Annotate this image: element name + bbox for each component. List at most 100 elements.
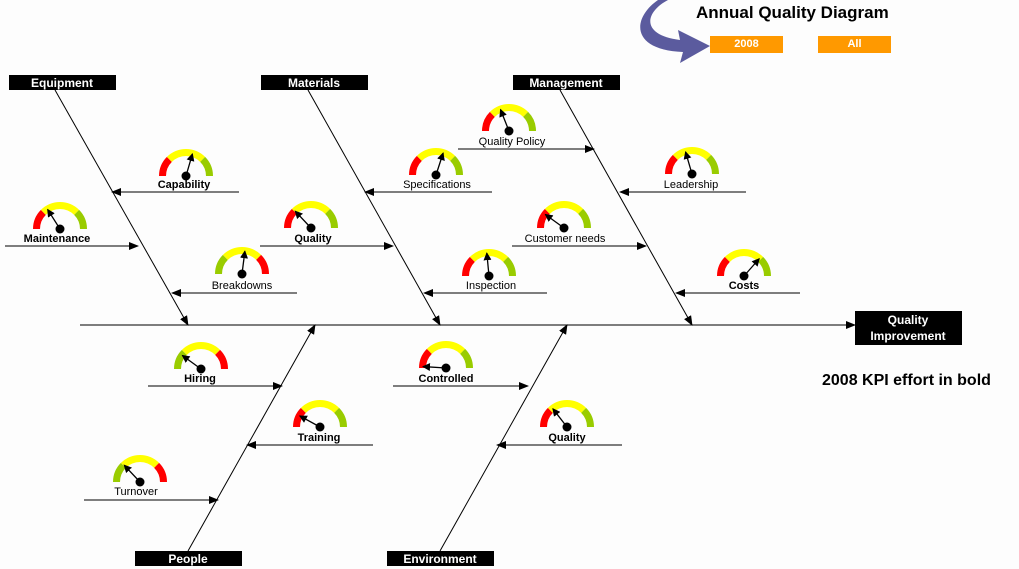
gauge-pivot <box>237 269 247 279</box>
gauge-pivot <box>315 422 325 432</box>
gauge-segment <box>706 154 719 174</box>
effect-label: Quality <box>888 313 929 327</box>
gauge-segment <box>537 208 550 228</box>
kpi-gauge: Quality <box>540 400 594 444</box>
gauge-pivot <box>739 271 749 281</box>
filter-2008-button[interactable]: 2008 <box>710 36 783 53</box>
kpi-gauge: Customer needs <box>525 201 606 245</box>
gauge-segment <box>482 111 495 131</box>
category-header-people: People <box>135 551 242 566</box>
gauge-segment <box>544 201 584 214</box>
category-header-bg <box>513 75 620 90</box>
gauge-segment <box>222 247 262 260</box>
cause-label: Leadership <box>664 179 718 191</box>
gauge-segment <box>325 208 338 228</box>
kpi-gauge: Training <box>293 399 347 444</box>
gauge-segment <box>540 407 553 427</box>
gauge-segment <box>334 407 347 427</box>
category-header-bg <box>261 75 368 90</box>
gauge-pivot <box>181 171 191 181</box>
gauge-segment <box>717 256 730 276</box>
gauge-segment <box>159 156 172 176</box>
effect-box-bg <box>855 311 962 345</box>
kpi-gauge: Inspection <box>462 248 516 292</box>
category-header-materials: Materials <box>261 75 368 90</box>
gauge-segment <box>469 248 509 262</box>
category-bone <box>439 324 568 552</box>
cause-label: Quality Policy <box>479 136 546 148</box>
kpi-gauge: Specifications <box>403 148 471 191</box>
gauge-pivot <box>306 223 316 233</box>
gauge-segment <box>181 342 221 355</box>
cause-label: Training <box>298 432 341 444</box>
kpi-gauge: Quality <box>284 200 338 245</box>
gauge-segment <box>215 349 228 369</box>
gauge-segment <box>503 256 516 276</box>
effect-label: Improvement <box>870 329 945 343</box>
gauge-segment <box>40 202 80 215</box>
cause-label: Controlled <box>419 373 474 385</box>
category-header-bg <box>135 551 242 566</box>
gauge-segment <box>462 256 475 276</box>
category-bone <box>187 324 316 552</box>
gauge-segment <box>291 200 331 214</box>
effect-box: Quality Improvement <box>855 311 962 345</box>
gauge-segment <box>284 208 297 228</box>
category-header-equipment: Equipment <box>9 75 116 90</box>
cause-label: Quality <box>548 432 586 444</box>
category-header-bg <box>387 551 494 566</box>
cause-label: Hiring <box>184 373 216 385</box>
category-header-label: Environment <box>403 552 476 566</box>
gauge-segment <box>523 111 536 131</box>
gauge-segment <box>120 455 160 468</box>
category-header-label: Equipment <box>31 76 93 90</box>
kpi-note: 2008 KPI effort in bold <box>822 372 991 389</box>
gauge-segment <box>166 148 206 162</box>
gauge-segment <box>300 399 340 413</box>
category-header-label: Management <box>529 76 602 90</box>
gauge-segment <box>215 254 228 274</box>
gauge-segment <box>460 348 473 368</box>
cause-label: Turnover <box>114 486 158 498</box>
gauge-pivot <box>135 477 145 487</box>
gauge-segment <box>409 155 422 175</box>
gauge-segment <box>724 249 764 262</box>
cause-label: Maintenance <box>24 233 91 245</box>
gauge-segment <box>174 349 187 369</box>
cause-label: Specifications <box>403 179 471 191</box>
category-header-bg <box>9 75 116 90</box>
gauge-segment <box>672 147 712 160</box>
kpi-gauge: Costs <box>717 249 771 292</box>
gauge-segment <box>200 156 213 176</box>
kpi-gauge: Hiring <box>174 342 228 385</box>
gauge-segment <box>665 154 678 174</box>
cause-label: Breakdowns <box>212 280 273 292</box>
cause-label: Customer needs <box>525 233 606 245</box>
category-header-label: People <box>168 552 208 566</box>
category-header-management: Management <box>513 75 620 90</box>
gauge-segment <box>581 407 594 427</box>
category-header-environment: Environment <box>387 551 494 566</box>
gauge-segment <box>758 256 771 276</box>
gauge-pivot <box>484 271 494 281</box>
gauge-pivot <box>559 223 569 233</box>
gauge-pivot <box>562 422 572 432</box>
gauge-pivot <box>196 364 206 374</box>
cause-label: Capability <box>158 179 211 191</box>
gauge-segment <box>547 400 587 413</box>
gauge-pivot <box>687 169 697 179</box>
gauge-segment <box>450 155 463 175</box>
cause-label: Inspection <box>466 280 516 292</box>
gauge-segment <box>33 209 46 229</box>
gauge-pivot <box>504 126 514 136</box>
filter-all-button[interactable]: All <box>818 36 891 53</box>
cause-label: Costs <box>729 280 760 292</box>
kpi-gauge: Breakdowns <box>212 247 273 292</box>
kpi-gauge: Maintenance <box>24 202 91 245</box>
gauge-segment <box>113 462 126 482</box>
kpi-gauge: Leadership <box>664 147 719 191</box>
gauge-pivot <box>55 224 65 234</box>
category-bone <box>54 89 189 326</box>
gauge-segment <box>489 104 529 117</box>
